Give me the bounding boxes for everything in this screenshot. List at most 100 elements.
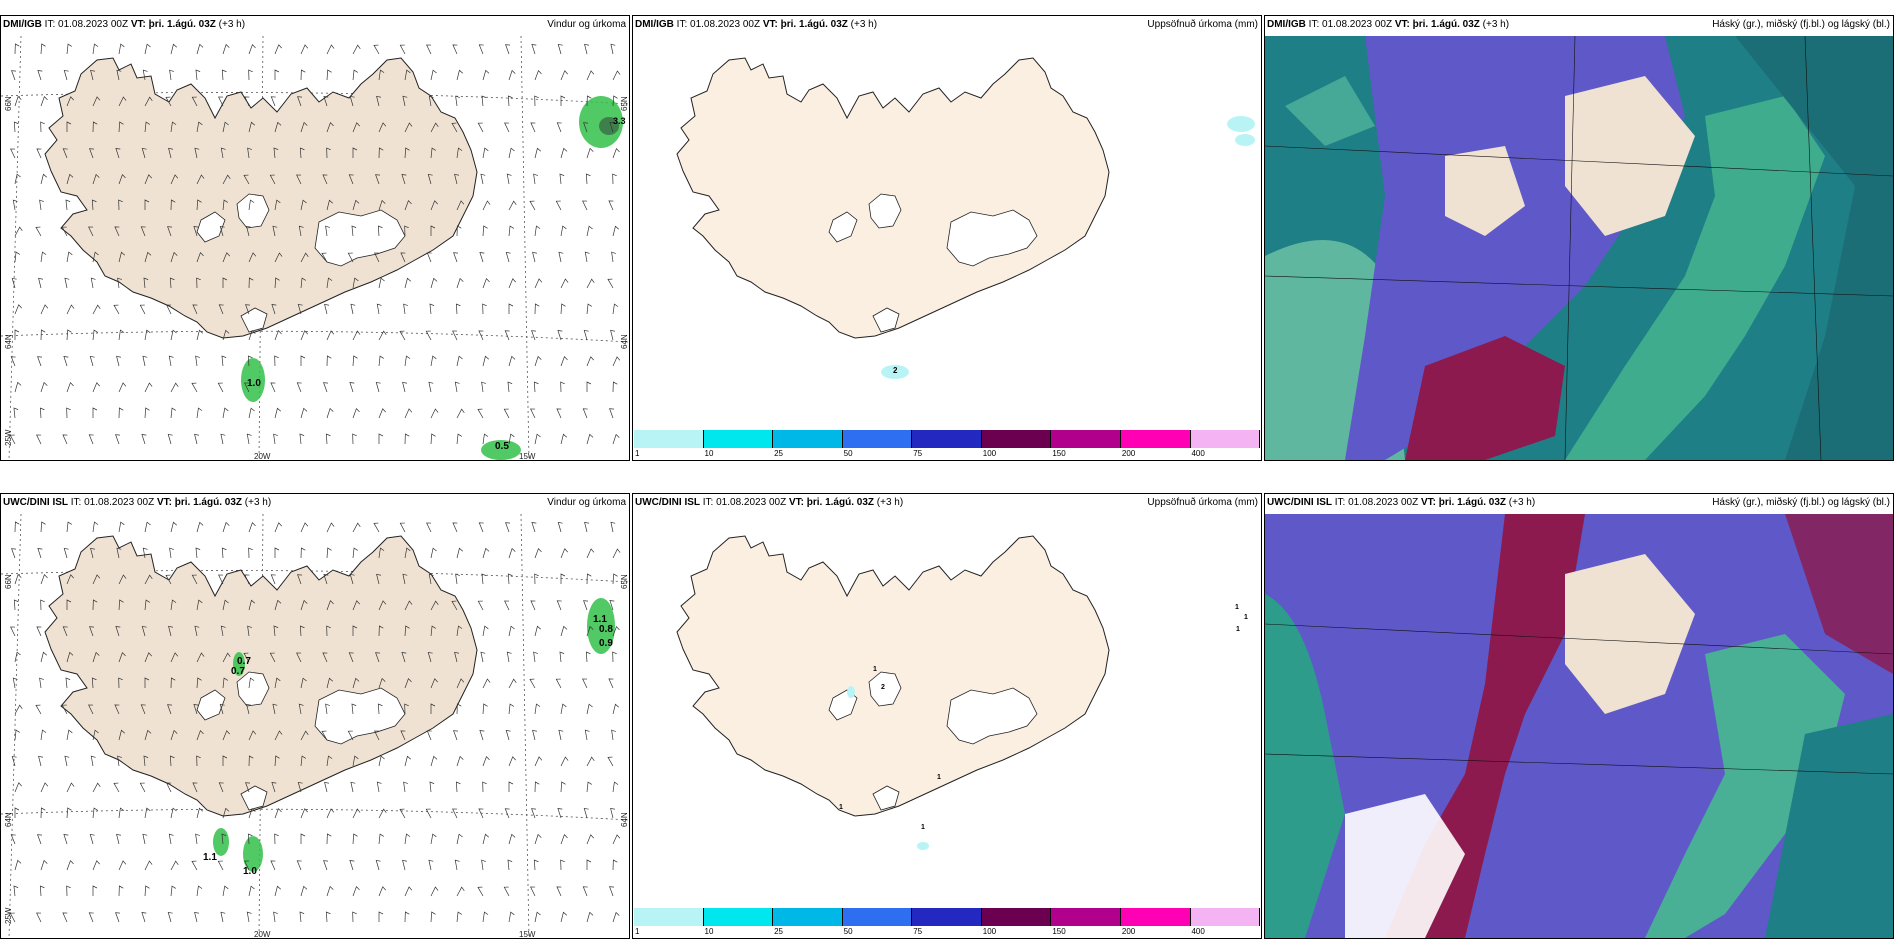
wind-barb (560, 911, 568, 923)
wind-barb (583, 329, 589, 341)
wind-barb (37, 834, 43, 845)
wind-barb (113, 304, 120, 315)
wind-barb (321, 252, 328, 263)
lead-time: (+3 h) (218, 19, 246, 30)
wind-barb (378, 911, 384, 922)
wind-barb (40, 573, 48, 585)
wind-barb (40, 599, 45, 611)
colorbar-tick: 100 (982, 927, 997, 936)
wind-barb (298, 703, 304, 715)
wind-barb (299, 433, 305, 445)
wind-barb (609, 122, 615, 133)
init-time: IT: 01.08.2023 00Z (70, 497, 155, 508)
wind-barb (274, 522, 282, 533)
wind-barb (612, 911, 620, 923)
wind-barb (430, 225, 436, 236)
wind-barb (248, 121, 256, 133)
wind-barb (349, 382, 355, 393)
precip-value: 0.7 (231, 666, 245, 677)
wind-barb (141, 434, 147, 445)
wind-barb (273, 147, 279, 159)
wind-barb (37, 548, 43, 559)
wind-barb (430, 755, 438, 767)
wind-barb (531, 522, 537, 533)
wind-barb (9, 912, 16, 923)
wind-barb (14, 859, 22, 871)
wind-barb (507, 573, 513, 585)
wind-barb (248, 807, 256, 819)
wind-barb (274, 121, 282, 133)
wind-barb (556, 122, 562, 133)
wind-barb (144, 885, 150, 897)
wind-barb (505, 522, 511, 533)
wind-barb (347, 730, 354, 741)
wind-barb (425, 330, 432, 341)
wind-barb (196, 755, 201, 767)
wind-barb (219, 225, 225, 237)
wind-barb (195, 69, 201, 81)
wind-barb (456, 755, 464, 767)
wind-barb (533, 651, 538, 663)
wind-barb (612, 433, 620, 445)
wind-barb (14, 381, 22, 393)
wind-barb (222, 677, 229, 689)
wind-barb (506, 173, 512, 185)
wind-barb (116, 69, 122, 81)
wind-barb (452, 522, 458, 533)
wind-barb (556, 600, 562, 611)
vt-label: VT: (1394, 19, 1410, 30)
wind-barb (169, 277, 175, 289)
wind-barb (296, 860, 302, 871)
wind-barb (217, 860, 224, 871)
wind-barb (560, 381, 565, 393)
wind-barb (508, 69, 516, 81)
wind-barb (118, 574, 127, 585)
wind-barb (607, 278, 614, 289)
wind-barb (118, 677, 123, 689)
wind-barb (534, 833, 542, 845)
wind-barb (352, 600, 360, 611)
wind-barb (456, 625, 463, 637)
wind-barb (321, 730, 328, 741)
wind-barb (66, 885, 71, 897)
wind-barb (609, 408, 615, 419)
wind-barb (222, 652, 231, 663)
wind-barb (352, 355, 358, 367)
wind-barb (482, 547, 490, 559)
wind-barb (170, 121, 177, 133)
lat-label: 66N (4, 574, 13, 589)
wind-barb (560, 225, 567, 237)
precip-map (676, 535, 1110, 850)
wind-barb (115, 626, 121, 637)
wind-barb (508, 200, 517, 211)
wind-barb (297, 303, 303, 315)
wind-barb (248, 521, 256, 533)
wind-barb (191, 96, 198, 107)
wind-barb (218, 574, 224, 585)
wind-barb (144, 729, 152, 741)
wind-barb (36, 434, 42, 445)
wind-barb (144, 677, 150, 688)
wind-barb (118, 251, 126, 263)
wind-barb (607, 756, 614, 767)
lead-time: (+3 h) (850, 19, 878, 30)
wind-barb (14, 521, 20, 533)
wind-barb (244, 574, 250, 585)
wind-barb (378, 277, 385, 289)
lead-time: (+3 h) (876, 497, 904, 508)
wind-barb (508, 781, 514, 792)
wind-barb (326, 547, 332, 559)
wind-barb (246, 911, 252, 923)
valid-time: þri. 1.ágú. 03Z (174, 497, 242, 508)
wind-barb (66, 251, 73, 263)
init-time: IT: 01.08.2023 00Z (702, 497, 787, 508)
wind-barb (144, 43, 151, 55)
wind-barb (300, 522, 309, 533)
wind-barb (505, 251, 511, 263)
wind-barb (141, 147, 147, 159)
colorbar-tick: 10 (704, 927, 714, 936)
colorbar-tick: 10 (704, 449, 714, 458)
wind-barb (479, 252, 485, 263)
model-name: UWC/DINI ISL (635, 497, 700, 508)
wind-barb (426, 730, 432, 741)
